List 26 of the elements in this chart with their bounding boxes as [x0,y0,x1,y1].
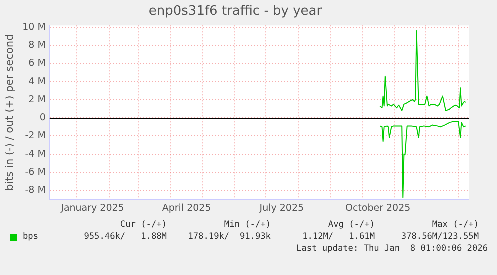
text: 955.46k/ 1.88M [83,232,167,242]
legend-label: bps [23,232,40,242]
text: Min (-/+) [223,220,271,230]
x-tick-label: October 2025 [345,202,411,214]
text: Max (-/+) [431,220,479,230]
y-tick-label: 4 M [28,76,46,88]
x-tick-label: January 2025 [60,202,124,214]
y-tick-label: -2 M [25,130,46,142]
text: Avg (-/+) [327,220,375,230]
x-tick-label: July 2025 [258,202,304,214]
y-tick-label: 8 M [28,40,46,52]
text: Cur (-/+) [119,220,167,230]
y-axis-title: bits in (-) / out (+) per second [4,34,16,191]
text: 378.56M/123.55M [400,232,479,242]
y-tick-label: 2 M [28,94,46,106]
text: 1.12M/ 1.61M [302,232,375,242]
text: Last update: Thu Jan 8 01:00:06 2026 [296,243,488,255]
y-tick-label: -4 M [25,148,46,160]
y-tick-label: 0 [40,112,46,124]
x-tick-label: April 2025 [162,202,212,214]
y-tick-label: 6 M [28,58,46,70]
y-tick-label: -8 M [25,185,46,196]
y-tick-label: 10 M [22,22,46,33]
chart-title: enp0s31f6 traffic - by year [148,4,323,20]
text: 178.19k/ 91.93k [187,232,271,242]
y-tick-label: -6 M [25,166,46,178]
